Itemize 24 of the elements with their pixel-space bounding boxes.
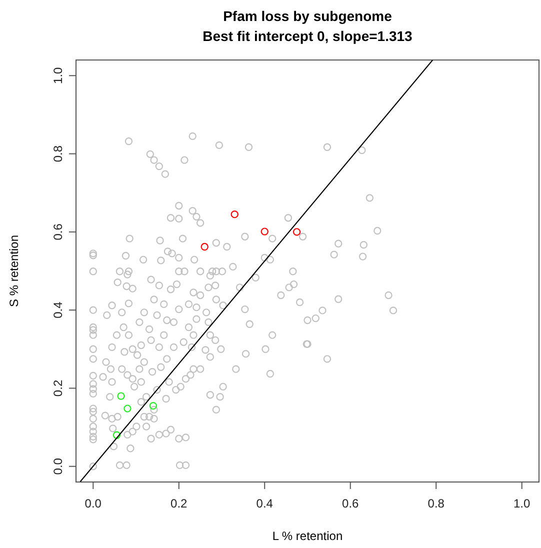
y-tick-label: 0.8	[51, 145, 65, 162]
point	[230, 210, 238, 218]
y-tick-label: 0.0	[51, 458, 65, 475]
point	[112, 431, 121, 439]
x-tick-label: 0.2	[170, 496, 188, 511]
point	[124, 404, 132, 412]
x-tick-label: 0.0	[84, 496, 102, 511]
y-tick-label: 0.6	[51, 223, 65, 240]
point	[200, 242, 208, 251]
y-axis-title: S % retention	[7, 234, 21, 308]
x-axis-title: L % retention	[272, 529, 343, 543]
x-tick-label: 0.8	[428, 496, 445, 511]
point	[260, 228, 268, 236]
point	[117, 392, 125, 400]
point	[149, 402, 158, 410]
y-tick-label: 0.4	[51, 301, 65, 318]
y-tick-label: 1.0	[51, 66, 65, 84]
x-tick-label: 0.6	[342, 496, 360, 511]
point	[292, 228, 301, 236]
x-tick-label: 0.4	[256, 496, 274, 511]
chart-title: Pfam loss by subgenome	[223, 8, 392, 24]
x-tick-label: 1.0	[514, 496, 531, 511]
y-tick-label: 0.2	[51, 380, 65, 397]
chart-subtitle: Best fit intercept 0, slope=1.313	[202, 28, 413, 44]
